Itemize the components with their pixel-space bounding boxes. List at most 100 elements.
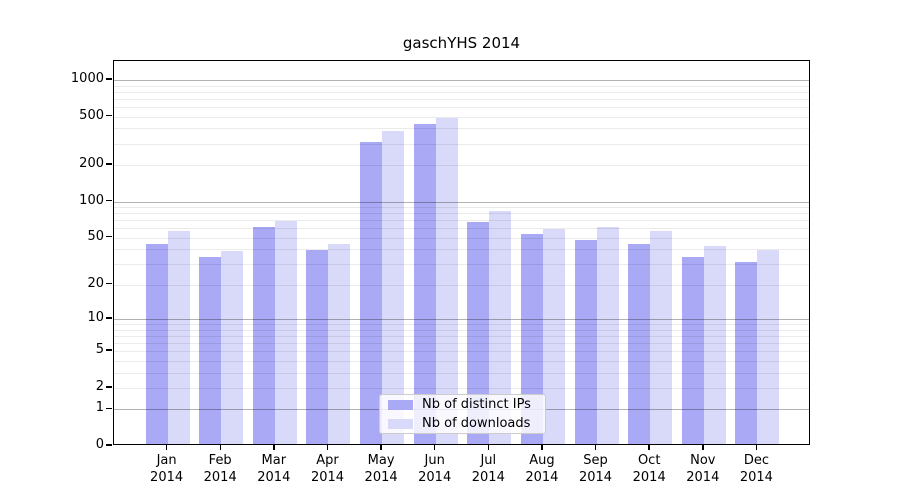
bar-downloads-aug [542, 228, 565, 444]
y-tick-label: 5 [95, 342, 104, 358]
gridline-minor [114, 249, 809, 251]
x-tick-month: Jul [480, 453, 497, 468]
gridline-minor [114, 91, 809, 93]
x-tick-label-nov: Nov 2014 [673, 452, 733, 486]
x-tick-label-sep: Sep 2014 [566, 452, 626, 486]
legend-label: Nb of distinct IPs [422, 397, 531, 412]
gridline-minor [114, 360, 809, 362]
gridline-minor [114, 207, 809, 208]
x-tick-month: Sep [583, 453, 608, 468]
x-tick-mark [165, 445, 168, 450]
x-tick-year: 2014 [257, 470, 291, 485]
gridline-minor [114, 143, 809, 145]
y-tick-label: 100 [79, 192, 104, 208]
gridline-major [114, 201, 809, 203]
y-tick-mark [106, 199, 112, 202]
y-tick-mark [106, 317, 112, 319]
bar-ips-dec [735, 262, 758, 444]
y-tick-mark [106, 444, 112, 446]
bar-ips-feb [199, 257, 222, 444]
legend-row: Nb of distinct IPs [380, 395, 545, 414]
y-tick-label: 0 [95, 437, 104, 452]
gridline-minor [114, 387, 809, 389]
y-tick-mark [106, 407, 112, 409]
x-tick-month: Jan [156, 453, 177, 468]
x-tick-year: 2014 [310, 470, 345, 485]
x-tick-mark [541, 445, 543, 450]
x-tick-month: Feb [208, 453, 232, 468]
x-tick-mark [273, 445, 275, 450]
y-tick-mark [106, 78, 112, 80]
bar-ips-sep [574, 240, 597, 444]
x-tick-year: 2014 [418, 470, 452, 485]
y-tick-mark [106, 282, 112, 285]
y-tick-label: 200 [79, 156, 104, 171]
gridline-minor [114, 128, 809, 130]
gridline-minor [114, 107, 809, 108]
bar-downloads-apr [328, 243, 351, 444]
bar-ips-oct [628, 243, 651, 444]
bar-ips-nov [681, 257, 704, 444]
legend-row: Nb of downloads [380, 414, 545, 433]
bar-downloads-feb [221, 251, 244, 444]
x-tick-month: Mar [261, 453, 287, 468]
x-tick-label-dec: Dec 2014 [726, 452, 786, 486]
y-tick-label: 500 [79, 107, 104, 123]
gridline-minor [114, 264, 809, 265]
gridline-minor [114, 335, 809, 337]
gridline-minor [114, 284, 809, 286]
bar-downloads-jan [167, 230, 190, 444]
legend: Nb of distinct IPs Nb of downloads [379, 394, 546, 434]
x-tick-label-feb: Feb 2014 [190, 452, 250, 486]
gridline-minor [114, 372, 809, 374]
x-tick-mark [648, 445, 650, 450]
x-tick-label-aug: Aug 2014 [512, 452, 572, 486]
bar-downloads-dec [757, 249, 780, 444]
gridline-minor [114, 220, 809, 222]
y-tick-label: 1000 [70, 70, 104, 86]
x-tick-label-oct: Oct 2014 [619, 452, 679, 486]
gridline-minor [114, 324, 809, 325]
x-tick-mark [433, 445, 436, 450]
x-tick-year: 2014 [525, 470, 559, 485]
plot-area: Nb of distinct IPs Nb of downloads [113, 60, 810, 445]
x-tick-mark [594, 445, 597, 450]
bar-ips-mar [252, 227, 275, 444]
gridline-major [114, 318, 809, 320]
bar-downloads-jul [489, 211, 512, 444]
x-tick-month: Jun [424, 453, 445, 468]
x-tick-label-jun: Jun 2014 [405, 452, 465, 486]
x-tick-mark [380, 445, 382, 450]
x-tick-month: May [367, 453, 395, 468]
legend-swatch-downloads [388, 418, 413, 429]
x-tick-year: 2014 [150, 470, 184, 485]
y-tick-label: 10 [87, 309, 104, 325]
legend-swatch-distinct-ips [388, 399, 413, 410]
x-tick-year: 2014 [471, 470, 505, 485]
gridline-minor [114, 116, 809, 118]
x-tick-mark [326, 445, 329, 450]
gridline-minor [114, 329, 809, 331]
x-tick-mark [755, 445, 758, 450]
x-tick-year: 2014 [578, 470, 613, 485]
y-tick-label: 20 [87, 275, 104, 291]
gridline-minor [114, 237, 809, 239]
bar-ips-aug [520, 233, 543, 444]
gridline-minor [114, 213, 809, 215]
bar-ips-jun [413, 123, 436, 444]
bars-layer [114, 61, 809, 444]
bar-ips-jul [467, 222, 490, 444]
x-tick-label-jul: Jul 2014 [458, 452, 518, 486]
x-tick-year: 2014 [686, 470, 720, 485]
x-tick-label-apr: Apr 2014 [298, 452, 358, 486]
bar-downloads-sep [596, 227, 619, 444]
gridline-minor [114, 85, 809, 87]
chart-title: gaschYHS 2014 [402, 34, 521, 52]
x-tick-year: 2014 [203, 470, 237, 485]
y-tick-mark [106, 235, 112, 238]
gridline-major [114, 79, 809, 81]
y-tick-label: 50 [87, 228, 104, 244]
y-tick-mark [106, 163, 112, 165]
gridline-minor [114, 342, 809, 344]
x-tick-label-jan: Jan 2014 [137, 452, 197, 486]
